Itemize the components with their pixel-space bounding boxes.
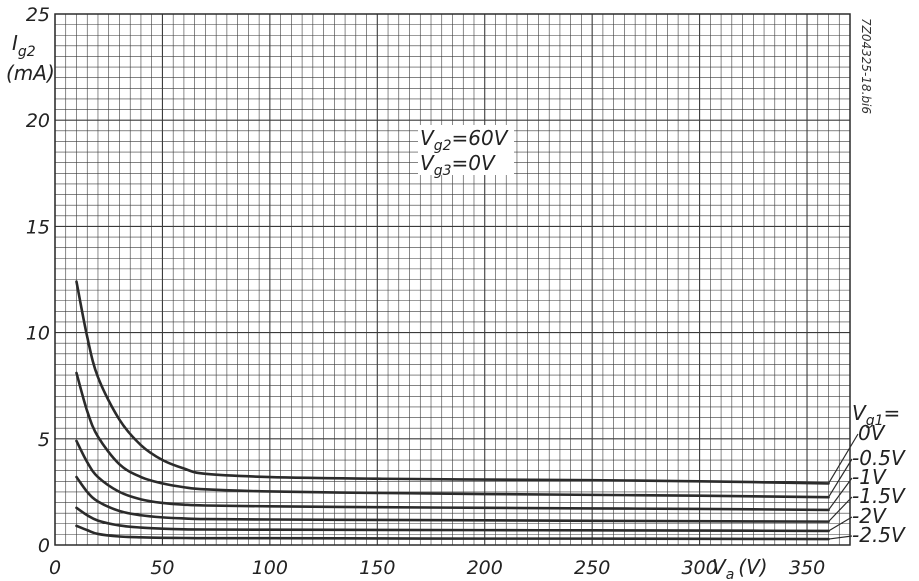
- y-tick-label: 20: [26, 110, 50, 132]
- legend-leader-line: [827, 433, 859, 484]
- x-tick-label: 300: [681, 557, 717, 579]
- y-axis-label: Ig2: [12, 31, 36, 60]
- legend-leader-line: [828, 477, 853, 511]
- legend-item-label: -2V: [852, 504, 887, 528]
- conditions-annotation: Vg2=60V Vg3=0V: [418, 125, 514, 179]
- y-axis-unit: (mA): [6, 61, 55, 85]
- x-tick-label: 100: [252, 557, 288, 579]
- legend-item-label: -1.5V: [852, 484, 906, 508]
- series-line: [75, 439, 830, 512]
- x-axis-label: Va (V): [712, 555, 768, 581]
- series-line: [75, 524, 830, 541]
- x-axis-label-sub: a: [726, 567, 735, 581]
- legend-leader-line: [828, 458, 853, 498]
- series-line: [75, 506, 830, 533]
- legend-item-label: -0.5V: [852, 446, 906, 470]
- reference-code: 7Z04325-18.bi6: [859, 18, 873, 114]
- series-layer: [75, 280, 830, 541]
- x-tick-label: 250: [574, 557, 610, 579]
- y-tick-label: 5: [38, 429, 50, 451]
- legend-item-label: -1V: [852, 465, 887, 489]
- annotation-vg3: Vg3=0V: [420, 151, 496, 179]
- series-line: [75, 475, 830, 523]
- legend-item-label: 0V: [858, 421, 886, 445]
- annotation-vg2: Vg2=60V: [420, 126, 509, 154]
- x-tick-label: 150: [359, 557, 395, 579]
- y-tick-label: 15: [26, 216, 50, 238]
- x-tick-label: 200: [467, 557, 503, 579]
- legend-leader-line: [828, 535, 853, 540]
- y-axis-label-main: I: [12, 31, 18, 55]
- legend: 0V-0.5V-1V-1.5V-2V-2.5V: [827, 421, 906, 547]
- legend-leader-line: [828, 496, 853, 523]
- x-axis-label-main: V: [712, 555, 727, 579]
- x-tick-label: 0: [49, 557, 61, 579]
- y-axis-label-sub: g2: [18, 44, 36, 60]
- legend-item-label: -2.5V: [852, 523, 906, 547]
- plot-frame: [54, 13, 851, 546]
- tick-labels: 0 50 100 150 200 250 300 350 0 5 10 15 20 25: [26, 4, 825, 579]
- x-tick-label: 50: [150, 557, 174, 579]
- series-line: [75, 280, 830, 485]
- series-line: [75, 371, 830, 499]
- y-tick-label: 10: [26, 323, 50, 345]
- legend-leader-line: [828, 516, 853, 532]
- y-tick-label: 0: [38, 535, 50, 557]
- y-tick-label: 25: [26, 4, 50, 26]
- x-tick-label: 350: [789, 557, 825, 579]
- x-axis-label-unit: (V): [738, 555, 767, 579]
- annotation-background: [418, 125, 514, 175]
